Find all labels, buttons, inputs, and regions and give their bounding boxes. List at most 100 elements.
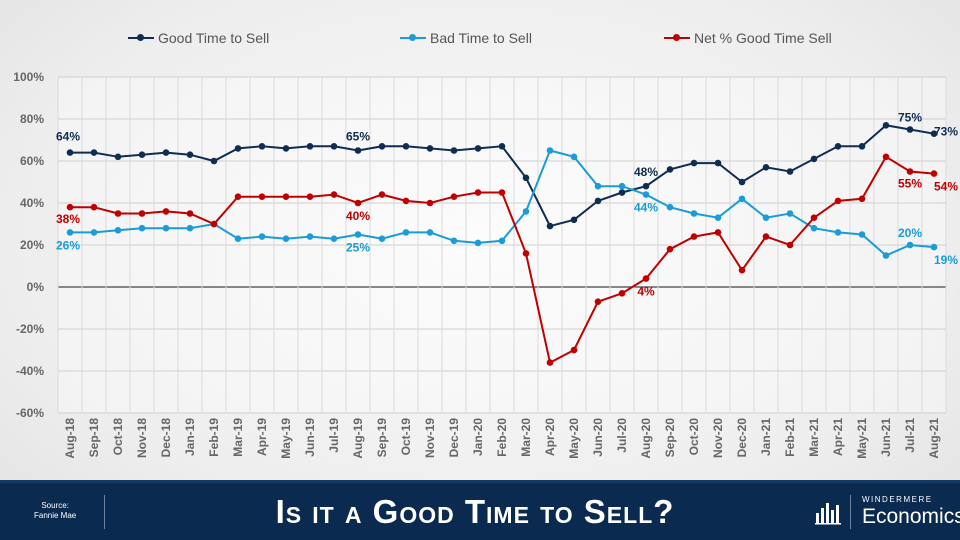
y-tick-label: 40%	[20, 196, 44, 210]
footer-bar: Source: Fannie Mae Is it a Good Time to …	[0, 480, 960, 540]
series-2-point	[474, 189, 482, 196]
legend-label-bad: Bad Time to Sell	[430, 30, 532, 46]
series-2-point	[786, 241, 794, 249]
series-0-point	[594, 197, 602, 205]
x-tick-label: Aug-18	[63, 418, 77, 459]
series-0-point	[402, 143, 410, 150]
x-tick-label: May-20	[567, 418, 581, 459]
series-1-point	[330, 235, 338, 242]
x-tick-label: Feb-21	[783, 418, 797, 457]
series-2-point	[498, 189, 506, 196]
series-2-point	[882, 153, 890, 161]
series-1-point	[594, 182, 602, 190]
series-2-point	[426, 199, 434, 207]
x-tick-label: Dec-20	[735, 418, 749, 458]
series-1-point	[930, 243, 938, 251]
series-0-point	[570, 216, 578, 224]
x-tick-label: Nov-18	[135, 418, 149, 458]
series-1-point	[882, 252, 890, 259]
series-1-point	[234, 235, 242, 242]
series-0-point	[258, 143, 266, 150]
legend-item-bad: Bad Time to Sell	[400, 30, 532, 46]
series-0-point	[306, 143, 314, 150]
legend-label-net: Net % Good Time Sell	[694, 30, 832, 46]
series-1-point	[354, 231, 362, 238]
series-1-point	[618, 182, 626, 190]
series-0-point	[810, 155, 818, 163]
series-1-point	[402, 229, 410, 236]
series-0-point	[210, 157, 218, 165]
brand-logo: WINDERMERE Economics	[862, 495, 960, 529]
x-tick-label: Jul-20	[615, 418, 629, 453]
series-0-point	[90, 149, 98, 156]
series-0-point	[714, 159, 722, 167]
source-name: Fannie Mae	[34, 511, 77, 520]
x-tick-label: Mar-21	[807, 418, 821, 457]
y-tick-label: 60%	[20, 154, 44, 168]
legend-label-good: Good Time to Sell	[158, 30, 270, 46]
x-tick-label: Apr-21	[831, 418, 845, 456]
series-2-point	[378, 191, 386, 198]
x-tick-label: Sep-19	[375, 418, 389, 458]
series-1-point	[570, 153, 578, 161]
series-0-point	[426, 145, 434, 152]
series-1-point	[546, 147, 554, 154]
x-tick-label: Aug-21	[927, 418, 941, 459]
series-2-point	[642, 275, 650, 282]
legend-item-net: Net % Good Time Sell	[664, 30, 832, 46]
series-2-point	[714, 229, 722, 236]
x-tick-label: Jun-20	[591, 418, 605, 457]
series-1-point	[786, 210, 794, 217]
series-1-point	[450, 237, 458, 245]
series-2-point	[186, 210, 194, 217]
series-1-point	[642, 191, 650, 198]
series-0-point	[450, 147, 458, 154]
x-tick-label: Mar-19	[231, 418, 245, 457]
footer-divider-left	[104, 495, 105, 529]
series-1-point	[474, 239, 482, 247]
series-1-point	[762, 214, 770, 221]
series-0-point	[186, 151, 194, 158]
data-label: 40%	[346, 209, 370, 223]
x-tick-label: Dec-19	[447, 418, 461, 458]
series-2-point	[738, 266, 746, 274]
series-2-point	[690, 233, 698, 240]
data-label: 26%	[56, 238, 80, 252]
series-0-point	[690, 159, 698, 167]
legend-swatch-bad	[400, 34, 426, 41]
series-2-point	[282, 193, 290, 200]
x-tick-label: Jan-19	[183, 418, 197, 456]
x-tick-label: Jul-21	[903, 418, 917, 453]
data-label: 73%	[934, 125, 958, 139]
data-label: 54%	[934, 180, 958, 194]
data-label: 64%	[56, 130, 80, 144]
series-2-point	[594, 298, 602, 306]
series-2-point	[354, 199, 362, 207]
bar-chart-logo-icon	[815, 503, 841, 525]
x-tick-label: Nov-19	[423, 418, 437, 458]
y-tick-label: 0%	[27, 280, 45, 294]
data-label: 20%	[898, 226, 922, 240]
series-1-point	[378, 235, 386, 242]
series-0-point	[66, 149, 74, 156]
series-0-point	[498, 143, 506, 150]
x-tick-label: Dec-18	[159, 418, 173, 458]
y-tick-label: 80%	[20, 112, 44, 126]
series-0-point	[546, 222, 554, 230]
x-tick-label: Nov-20	[711, 418, 725, 458]
series-1-point	[738, 195, 746, 203]
series-0-point	[522, 174, 530, 182]
x-tick-label: Mar-20	[519, 418, 533, 457]
series-2-point	[138, 210, 146, 217]
x-tick-label: May-19	[279, 418, 293, 459]
series-0-point	[930, 130, 938, 137]
legend-swatch-net	[664, 34, 690, 41]
series-2-point	[762, 233, 770, 240]
series-1-point	[138, 224, 146, 232]
series-2-point	[66, 203, 74, 211]
series-1-point	[282, 235, 290, 242]
series-1-point	[186, 224, 194, 232]
data-label: 25%	[346, 241, 370, 255]
data-label: 75%	[898, 111, 922, 125]
series-0-point	[642, 182, 650, 190]
